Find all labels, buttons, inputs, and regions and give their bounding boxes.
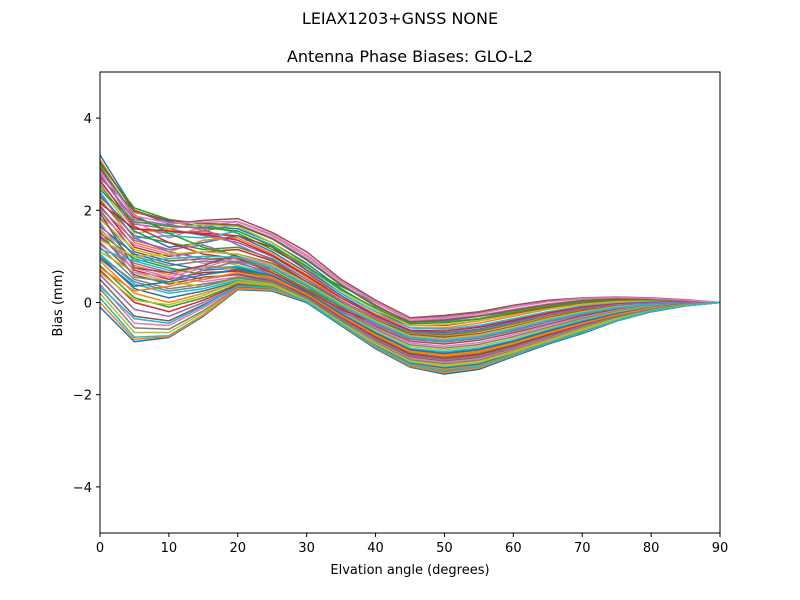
series-line <box>99 175 720 335</box>
x-axis-label: Elvation angle (degrees) <box>330 563 489 578</box>
x-tick-label: 60 <box>505 541 522 556</box>
series-line <box>99 271 721 367</box>
series-line <box>99 186 721 327</box>
x-tick-label: 30 <box>298 541 315 556</box>
y-tick-label: 0 <box>84 297 92 312</box>
series-line <box>99 285 721 372</box>
series-line <box>99 214 721 348</box>
x-tick-label: 40 <box>367 541 384 556</box>
x-tick-label: 50 <box>436 541 453 556</box>
x-tick-label: 80 <box>643 541 660 556</box>
x-axis-ticks: 0 10 20 30 40 50 60 70 80 90 <box>96 533 728 556</box>
y-axis-ticks: −4 −2 0 2 4 <box>73 112 100 496</box>
series-line <box>99 235 721 360</box>
y-tick-label: 2 <box>84 204 92 219</box>
series-line <box>99 255 721 361</box>
chart-title: Antenna Phase Biases: GLO-L2 <box>286 47 534 66</box>
x-tick-label: 0 <box>96 541 104 556</box>
plot-lines <box>99 154 721 375</box>
x-tick-label: 10 <box>161 541 178 556</box>
series-line <box>99 267 721 357</box>
x-tick-label: 70 <box>574 541 591 556</box>
series-line <box>99 170 721 320</box>
x-tick-label: 20 <box>230 541 247 556</box>
figure-suptitle: LEIAX1203+GNSS NONE <box>301 9 499 28</box>
series-line <box>99 258 721 354</box>
series-line <box>99 202 721 332</box>
series-line <box>99 161 721 323</box>
series-line <box>99 248 721 342</box>
series-line <box>99 239 721 340</box>
series-line <box>99 216 721 349</box>
y-tick-label: −2 <box>73 389 92 404</box>
y-tick-label: −4 <box>73 481 92 496</box>
series-line <box>99 189 721 325</box>
y-axis-label: Bias (mm) <box>51 270 66 337</box>
y-tick-label: 4 <box>84 112 92 127</box>
x-tick-label: 90 <box>712 541 729 556</box>
